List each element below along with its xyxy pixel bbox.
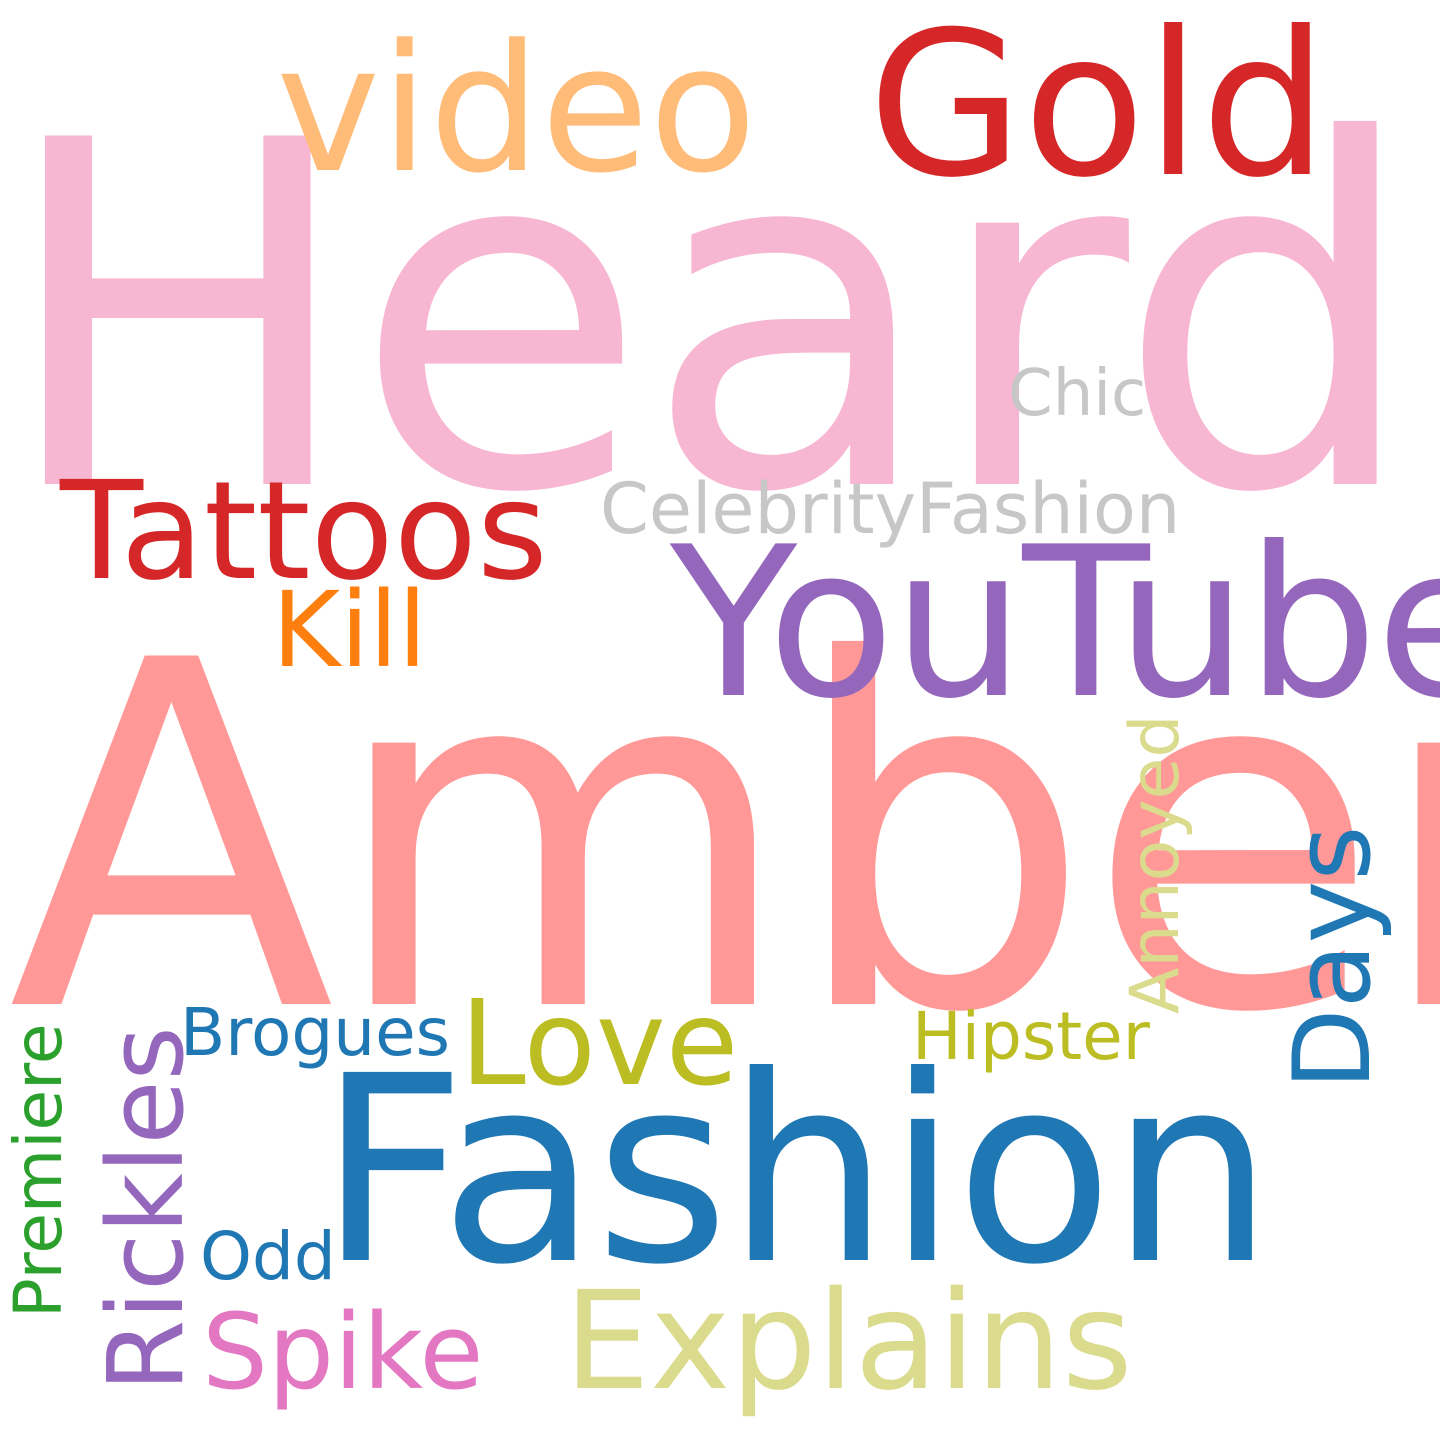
word-love: Love: [460, 974, 739, 1112]
word-chic: Chic: [1008, 357, 1147, 431]
word-video: video: [276, 7, 757, 212]
word-heard: Heard: [0, 40, 1420, 597]
word-celebrity-fashion: CelebrityFashion: [600, 468, 1181, 550]
word-days: Days: [1271, 825, 1394, 1090]
word-odd: Odd: [200, 1218, 336, 1295]
word-fashion: Fashion: [318, 1021, 1274, 1321]
word-annoyed: Annoyed: [1116, 714, 1195, 1014]
word-youtube: YouTube: [670, 503, 1440, 745]
word-tattoos: Tattoos: [60, 453, 548, 611]
word-hipster: Hipster: [912, 998, 1150, 1075]
word-gold: Gold: [868, 0, 1328, 222]
word-explains: Explains: [564, 1263, 1133, 1421]
word-spike: Spike: [202, 1291, 484, 1413]
word-amber: Amber: [8, 560, 1440, 1117]
word-kill: Kill: [272, 569, 427, 691]
word-rickles: Rickles: [85, 1026, 207, 1392]
word-premiere: Premiere: [0, 1023, 77, 1318]
word-brogues: Brogues: [180, 994, 451, 1071]
